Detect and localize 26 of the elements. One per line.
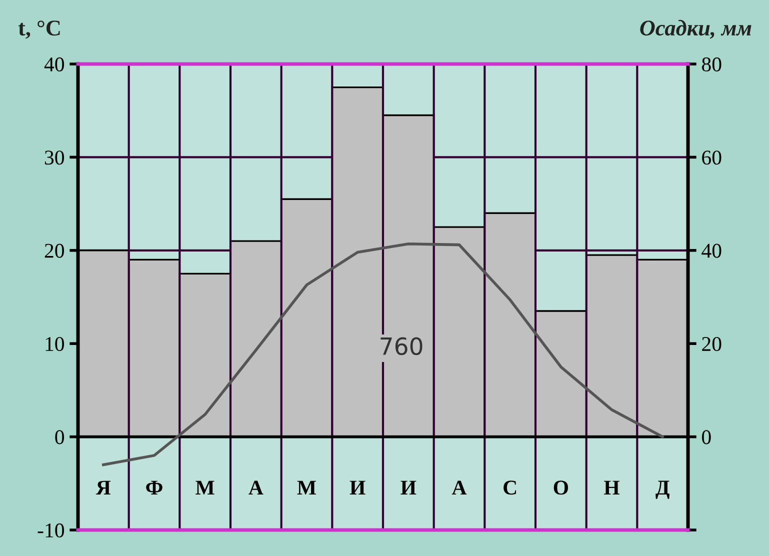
y2-tick-label: 60: [702, 150, 722, 165]
x-tick-label: Н: [604, 480, 620, 494]
y2-tick-label: 20: [702, 336, 722, 352]
x-tick-label: О: [554, 480, 568, 495]
y-tick-label: -10: [38, 523, 64, 538]
x-tick-label: И: [400, 480, 416, 494]
x-tick-label: Д: [656, 480, 670, 499]
x-tick-label: А: [248, 480, 264, 494]
y-tick-label: 0: [55, 430, 64, 444]
x-tick-label: Я: [96, 480, 111, 494]
x-tick-label: Ф: [146, 480, 162, 494]
x-tick-label: А: [452, 480, 467, 494]
y2-axis-title: Осадки, мм: [640, 20, 752, 39]
y-axis-title: t, °C: [18, 20, 60, 39]
y-tick-label: 10: [46, 336, 64, 352]
y2-tick-label: 80: [702, 57, 722, 72]
y2-tick-label: 40: [702, 244, 722, 258]
y2-tick-label: 0: [702, 430, 711, 444]
y-tick-label: 20: [44, 244, 64, 258]
annotation: 760: [380, 337, 422, 356]
y-tick-label: 30: [44, 150, 64, 165]
y-tick-label: 40: [44, 57, 64, 72]
x-tick-label: С: [504, 480, 516, 495]
x-tick-label: М: [297, 480, 316, 494]
x-tick-label: И: [350, 480, 366, 494]
x-tick-label: М: [196, 480, 214, 494]
